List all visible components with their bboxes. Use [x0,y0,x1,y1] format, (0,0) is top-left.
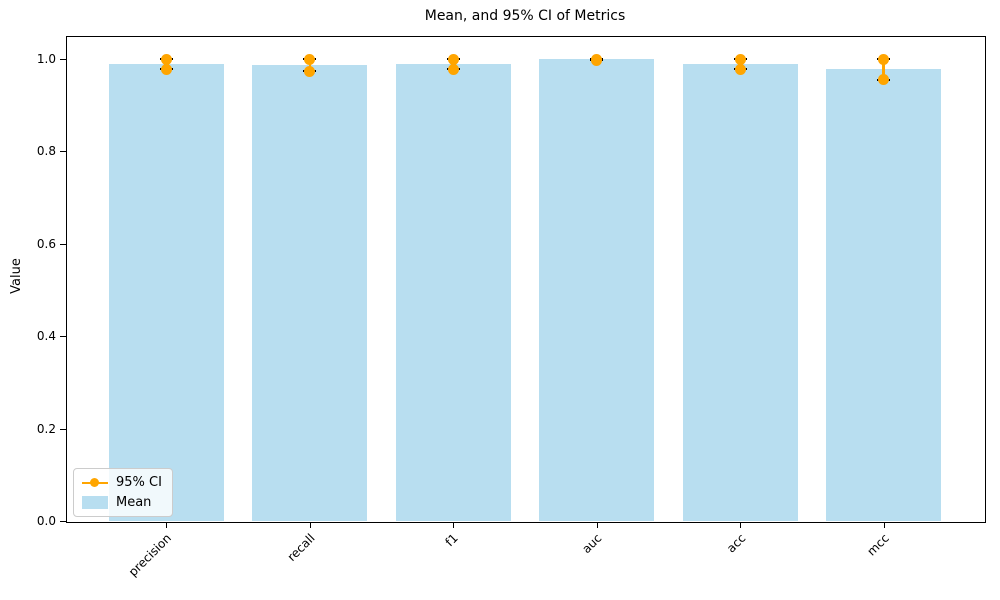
legend: 95% CI Mean [73,468,173,517]
mean-patch-swatch [82,496,108,509]
ci-line-swatch [82,476,108,489]
ci-dot-icon [90,478,99,487]
legend-label-ci: 95% CI [116,475,162,490]
x-tick-label-auc: auc [579,531,605,557]
y-tick-label: 0.0 [36,514,56,528]
y-tick-label: 1.0 [36,52,56,67]
y-tick-label: 0.8 [36,144,56,159]
legend-entry-mean: Mean [82,495,162,510]
legend-entry-ci: 95% CI [82,475,162,490]
x-tick-label-f1: f1 [442,531,462,550]
x-tick-label-precision: precision [126,531,175,580]
legend-label-mean: Mean [116,495,152,510]
x-tick-label-recall: recall [284,531,318,565]
y-axis-label: Value [9,258,24,294]
plot-area [66,36,986,523]
y-tick-label: 0.2 [36,421,56,436]
x-tick-label-acc: acc [723,531,749,556]
chart-title: Mean, and 95% CI of Metrics [424,8,626,24]
x-tick-label-mcc: mcc [863,531,892,559]
